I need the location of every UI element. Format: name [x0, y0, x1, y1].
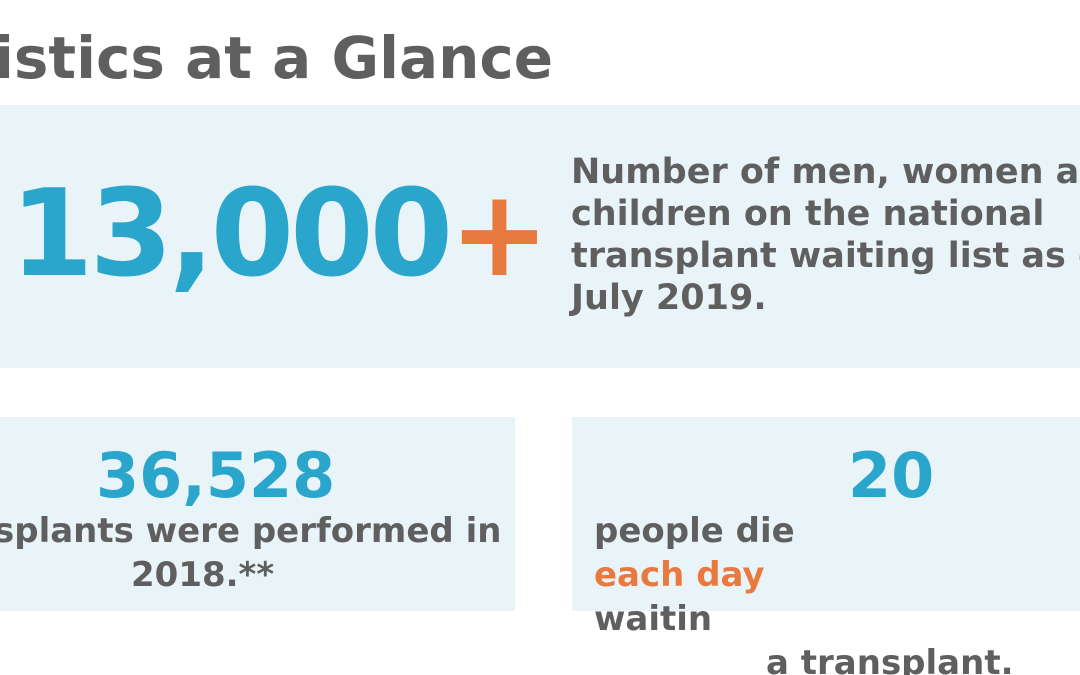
page-title: istics at a Glance [0, 24, 554, 92]
waiting-list-number: 13,000+ [10, 160, 550, 310]
deaths-highlight: each day [594, 555, 765, 595]
deaths-text-after: waitin [594, 599, 713, 639]
deaths-text-before: people die [594, 511, 795, 551]
left-stat-panel [0, 417, 515, 611]
deaths-line: people die each day waitin [594, 509, 1014, 641]
deaths-description: people die each day waitin a transplant. [594, 509, 1014, 675]
waiting-list-number-value: 13,000 [10, 165, 453, 304]
transplants-line: 2018.** [131, 555, 275, 595]
deaths-number: 20 [848, 439, 935, 512]
right-stat-panel [572, 417, 1080, 611]
description-line: July 2019. [571, 278, 767, 318]
description-line: transplant waiting list as of [571, 236, 1080, 276]
plus-sign: + [449, 165, 550, 304]
description-line: Number of men, women an [571, 152, 1080, 192]
transplants-line: splants were performed in [0, 511, 502, 551]
deaths-line-2: a transplant. [766, 643, 1014, 675]
transplants-description: splants were performed in 2018.** [0, 509, 515, 597]
waiting-list-description: Number of men, women an children on the … [571, 151, 1080, 319]
description-line: children on the national [571, 194, 1045, 234]
top-stat-panel [0, 105, 1080, 368]
transplants-number: 36,528 [96, 439, 336, 512]
